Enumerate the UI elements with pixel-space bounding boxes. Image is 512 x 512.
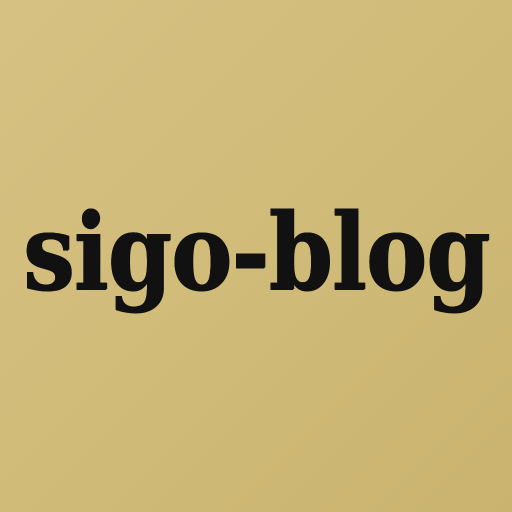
logo-wordmark: sigo-blog bbox=[22, 189, 491, 315]
